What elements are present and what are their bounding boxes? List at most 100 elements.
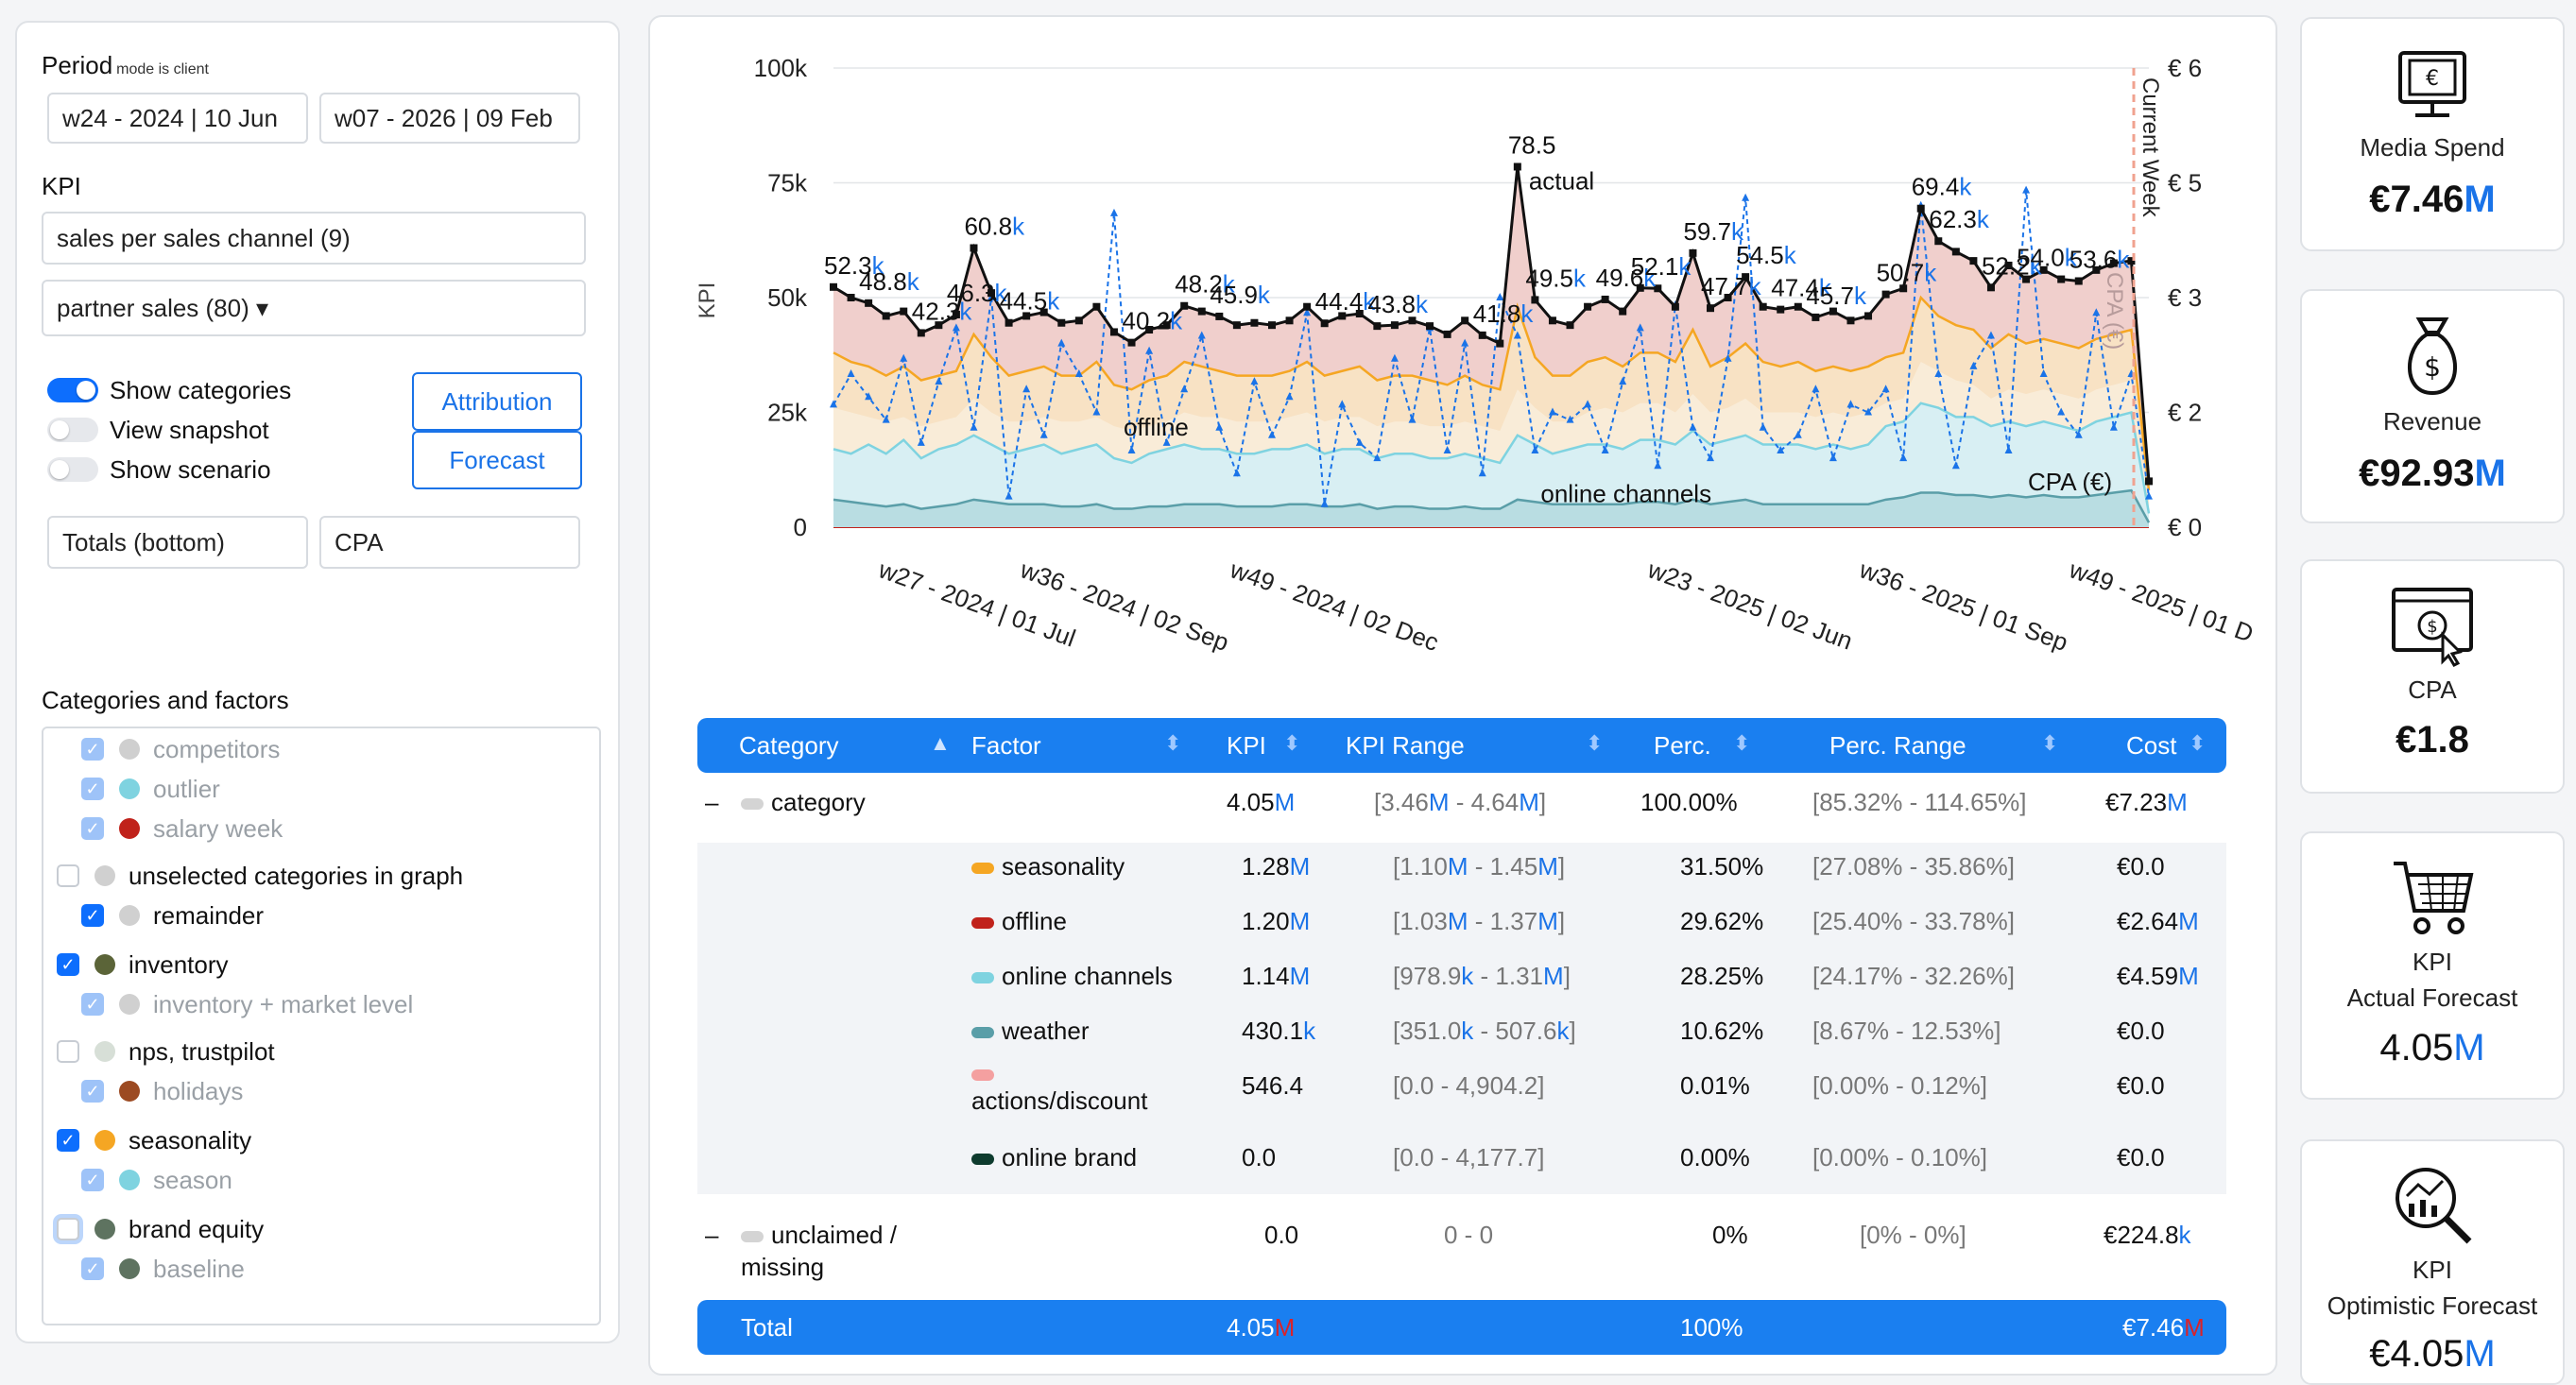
checkbox-checked-icon[interactable]: ✓ bbox=[81, 817, 104, 840]
attribution-button[interactable]: Attribution bbox=[412, 372, 582, 431]
actual-point bbox=[2074, 277, 2083, 285]
x-tick-label: w36 - 2025 | 01 Sep bbox=[1855, 555, 2071, 657]
cpa-point bbox=[1162, 437, 1171, 446]
actual-point bbox=[1005, 318, 1013, 327]
table-row-factor[interactable]: seasonality 1.28M [1.10M - 1.45M] 31.50% [27… bbox=[697, 846, 2226, 894]
show-categories-toggle[interactable] bbox=[47, 378, 98, 402]
sort-icon[interactable]: ⬍ bbox=[1733, 731, 1751, 755]
checkbox-checked-icon[interactable]: ✓ bbox=[81, 1257, 104, 1280]
sort-icon[interactable]: ⬍ bbox=[1283, 731, 1301, 755]
category-label: baseline bbox=[153, 1254, 245, 1283]
checkbox-unchecked[interactable] bbox=[57, 864, 79, 887]
show-scenario-toggle[interactable] bbox=[47, 457, 98, 482]
data-label: 41.8k bbox=[1473, 299, 1535, 328]
actual-point bbox=[900, 307, 908, 316]
checkbox-checked-icon[interactable]: ✓ bbox=[81, 1080, 104, 1103]
factor-name: offline bbox=[1002, 907, 1067, 935]
cpa-point bbox=[1707, 453, 1714, 462]
cpa-point bbox=[1268, 430, 1276, 438]
table-row-factor[interactable]: weather 430.1k [351.0k - 507.6k] 10.62% [8.6… bbox=[697, 1011, 2226, 1058]
kpi-label: KPI bbox=[42, 172, 81, 200]
col-cost[interactable]: Cost bbox=[2126, 730, 2177, 760]
category-swatch bbox=[741, 798, 764, 811]
view-snapshot-toggle[interactable] bbox=[47, 418, 98, 442]
category-item[interactable]: ✓ inventory + market level bbox=[81, 985, 413, 1023]
collapse-toggle[interactable]: – bbox=[705, 788, 719, 816]
actual-point bbox=[1496, 339, 1504, 348]
cpa-point bbox=[1601, 446, 1609, 453]
collapse-toggle[interactable]: – bbox=[705, 1221, 719, 1249]
checkbox-checked-icon[interactable]: ✓ bbox=[57, 1129, 79, 1152]
cpa-point bbox=[1127, 446, 1136, 453]
category-item[interactable]: ✓ baseline bbox=[81, 1250, 245, 1288]
category-item[interactable]: ✓ inventory bbox=[57, 946, 229, 983]
categories-list[interactable]: ✓ competitors ✓ outlier ✓ salary week unselect… bbox=[42, 727, 601, 1325]
sort-icon[interactable]: ⬍ bbox=[2041, 731, 2059, 755]
category-item[interactable]: ✓ season bbox=[81, 1161, 232, 1199]
checkbox-checked-icon[interactable]: ✓ bbox=[81, 904, 104, 927]
col-factor[interactable]: Factor bbox=[971, 730, 1041, 760]
category-item[interactable]: brand equity bbox=[57, 1210, 264, 1248]
table-row-category[interactable]: – category 4.05M [3.46M - 4.64M] 100.00%… bbox=[697, 780, 2226, 824]
col-kpi[interactable]: KPI bbox=[1227, 730, 1266, 760]
checkbox-unchecked[interactable] bbox=[57, 1218, 79, 1240]
category-item[interactable]: ✓ salary week bbox=[81, 810, 283, 847]
sort-icon[interactable]: ⬍ bbox=[1586, 731, 1604, 755]
table-row-factor[interactable]: actions/discount 546.4 [0.0 - 4,904.2] 0.01… bbox=[697, 1066, 2226, 1115]
table-row-factor[interactable]: offline 1.20M [1.03M - 1.37M] 29.62% [25.40%… bbox=[697, 901, 2226, 949]
category-item[interactable]: ✓ remainder bbox=[81, 897, 264, 934]
cpa-point bbox=[1513, 331, 1521, 339]
y-right-axis-label: CPA (€) bbox=[2102, 272, 2127, 350]
category-item[interactable]: ✓ seasonality bbox=[57, 1121, 251, 1159]
actual-point bbox=[1707, 304, 1714, 313]
cpa-point bbox=[1951, 461, 1960, 470]
cpa-point bbox=[1285, 392, 1294, 401]
forecast-button[interactable]: Forecast bbox=[412, 431, 582, 489]
actual-point bbox=[917, 329, 925, 337]
series-label-offline: offline bbox=[1124, 413, 1189, 441]
period-start-select[interactable]: w24 - 2024 | 10 Jun bbox=[47, 93, 308, 144]
kpi-sub-select[interactable]: partner sales (80) ▾ bbox=[42, 280, 586, 336]
actual-point bbox=[1461, 316, 1469, 325]
metric-select[interactable]: CPA bbox=[319, 516, 580, 569]
x-tick-label: w49 - 2025 | 01 D bbox=[2065, 555, 2258, 648]
actual-point bbox=[1250, 318, 1259, 327]
category-item[interactable]: unselected categories in graph bbox=[57, 857, 463, 895]
col-category[interactable]: Category bbox=[739, 730, 839, 760]
table-row-factor[interactable]: online channels 1.14M [978.9k - 1.31M] 28.2… bbox=[697, 956, 2226, 1003]
kpi-actual-forecast-card: KPI Actual Forecast 4.05M bbox=[2300, 831, 2565, 1100]
cpa-point bbox=[1759, 422, 1767, 431]
checkbox-checked-icon[interactable]: ✓ bbox=[81, 738, 104, 761]
kpi-optimistic-title: KPI bbox=[2413, 1256, 2452, 1284]
checkbox-checked-icon[interactable]: ✓ bbox=[81, 1169, 104, 1191]
actual-point bbox=[1916, 204, 1925, 213]
col-perc-range[interactable]: Perc. Range bbox=[1829, 730, 1966, 760]
category-item[interactable]: nps, trustpilot bbox=[57, 1033, 275, 1070]
checkbox-unchecked[interactable] bbox=[57, 1040, 79, 1063]
cpa-point bbox=[1039, 430, 1048, 438]
category-item[interactable]: ✓ outlier bbox=[81, 770, 220, 808]
table-row-unclaimed[interactable]: – unclaimed / missing 0.0 0 - 0 0% [0% -… bbox=[697, 1215, 2226, 1281]
totals-select[interactable]: Totals (bottom) bbox=[47, 516, 308, 569]
col-kpi-range[interactable]: KPI Range bbox=[1346, 730, 1465, 760]
actual-point bbox=[1777, 305, 1785, 314]
category-item[interactable]: ✓ holidays bbox=[81, 1072, 243, 1110]
cpa-point bbox=[1145, 346, 1154, 354]
kpi-select[interactable]: sales per sales channel (9) bbox=[42, 212, 586, 265]
sort-icon[interactable]: ⬍ bbox=[2189, 731, 2207, 755]
table-row-factor[interactable]: online brand 0.0 [0.0 - 4,177.7] 0.00% [0.00… bbox=[697, 1137, 2226, 1185]
col-perc[interactable]: Perc. bbox=[1654, 730, 1711, 760]
cpa-point bbox=[1022, 385, 1031, 393]
period-end-select[interactable]: w07 - 2026 | 09 Feb bbox=[319, 93, 580, 144]
category-item[interactable]: ✓ competitors bbox=[81, 730, 280, 768]
sort-icon[interactable]: ▲ bbox=[930, 731, 951, 755]
y-tick-label: 50k bbox=[767, 283, 808, 312]
cpa-point bbox=[882, 415, 890, 423]
sort-icon[interactable]: ⬍ bbox=[1164, 731, 1182, 755]
actual-point bbox=[1109, 328, 1118, 336]
checkbox-checked-icon[interactable]: ✓ bbox=[57, 953, 79, 976]
cpa-point bbox=[2109, 422, 2118, 431]
checkbox-checked-icon[interactable]: ✓ bbox=[81, 993, 104, 1016]
factor-perc: 0.00% bbox=[1680, 1143, 1750, 1171]
checkbox-checked-icon[interactable]: ✓ bbox=[81, 778, 104, 800]
